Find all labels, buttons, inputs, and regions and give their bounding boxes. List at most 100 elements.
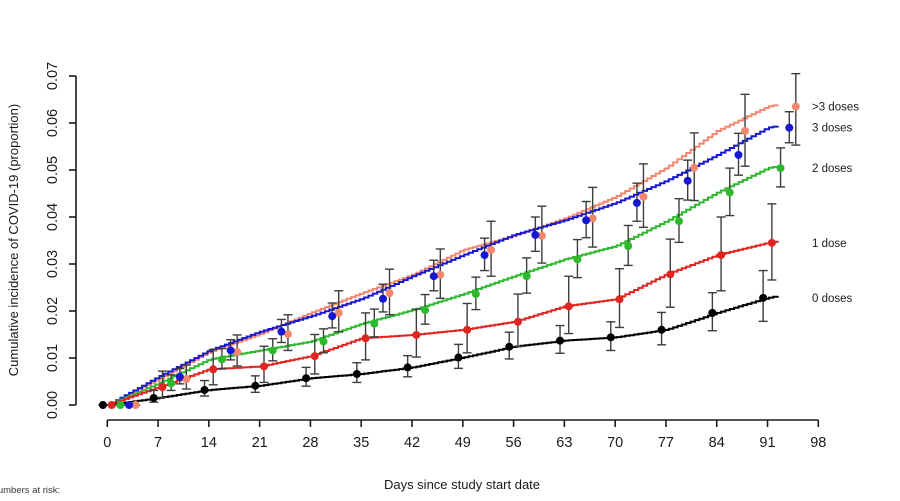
data-point-marker bbox=[487, 245, 496, 254]
x-tick-label: 98 bbox=[810, 435, 826, 451]
x-tick-label: 77 bbox=[658, 435, 674, 451]
x-tick-label: 84 bbox=[709, 435, 725, 451]
x-tick-label: 28 bbox=[302, 435, 318, 451]
data-point-marker bbox=[421, 306, 430, 315]
data-point-marker bbox=[125, 401, 134, 409]
data-point-marker bbox=[725, 188, 734, 197]
data-point-marker bbox=[556, 336, 565, 345]
data-point-marker bbox=[708, 308, 717, 317]
data-point-marker bbox=[310, 352, 319, 361]
x-tick-label: 0 bbox=[103, 435, 111, 451]
y-tick-label: 0.05 bbox=[45, 156, 61, 184]
data-point-marker bbox=[463, 325, 472, 334]
y-tick-label: 0.07 bbox=[45, 62, 61, 90]
data-point-marker bbox=[588, 214, 597, 223]
data-point-marker bbox=[690, 163, 699, 172]
data-point-marker bbox=[200, 385, 209, 394]
data-point-marker bbox=[378, 294, 387, 303]
x-tick-label: 7 bbox=[154, 435, 162, 451]
x-tick-label: 56 bbox=[506, 435, 522, 451]
data-point-marker bbox=[370, 319, 379, 328]
x-tick-label: 91 bbox=[759, 435, 775, 451]
data-point-marker bbox=[657, 325, 666, 334]
x-tick-label: 21 bbox=[252, 435, 268, 451]
data-point-marker bbox=[606, 333, 615, 342]
data-point-marker bbox=[116, 401, 125, 409]
data-point-marker bbox=[505, 342, 514, 351]
x-tick-label: 70 bbox=[607, 435, 623, 451]
data-point-marker bbox=[564, 302, 573, 311]
y-tick-label: 0.01 bbox=[45, 344, 61, 372]
data-point-marker bbox=[436, 270, 445, 279]
data-point-marker bbox=[352, 369, 361, 378]
data-point-marker bbox=[158, 383, 167, 392]
data-point-marker bbox=[412, 330, 421, 339]
data-point-marker bbox=[319, 337, 328, 346]
data-point-marker bbox=[522, 272, 531, 281]
data-point-marker bbox=[537, 231, 546, 240]
data-point-marker bbox=[513, 317, 522, 326]
legend-label-2-doses: 2 doses bbox=[812, 163, 853, 175]
data-point-marker bbox=[573, 255, 582, 264]
data-point-marker bbox=[666, 270, 675, 279]
numbers-at-risk-label: Numbers at risk: bbox=[0, 485, 61, 496]
x-tick-label: 35 bbox=[353, 435, 369, 451]
data-point-marker bbox=[683, 176, 692, 185]
data-point-marker bbox=[268, 346, 277, 355]
y-tick-label: 0.04 bbox=[45, 203, 61, 231]
data-point-marker bbox=[233, 347, 242, 356]
data-point-marker bbox=[277, 327, 286, 336]
data-point-marker bbox=[217, 355, 226, 364]
legend: >3 doses 3 doses 2 doses 1 dose 0 doses bbox=[812, 102, 859, 305]
data-point-marker bbox=[334, 308, 343, 317]
y-tick-label: 0.02 bbox=[45, 297, 61, 325]
y-tick-label: 0.00 bbox=[45, 391, 61, 419]
legend-label-1-dose: 1 dose bbox=[812, 238, 847, 250]
data-point-marker bbox=[639, 192, 648, 201]
series-curve-3-doses bbox=[107, 125, 779, 406]
data-point-marker bbox=[791, 102, 800, 111]
data-point-marker bbox=[632, 198, 641, 207]
data-point-marker bbox=[182, 375, 191, 384]
data-point-marker bbox=[175, 372, 184, 381]
data-point-marker bbox=[785, 123, 794, 132]
data-point-marker bbox=[226, 346, 235, 355]
data-point-marker bbox=[624, 242, 633, 251]
data-point-marker bbox=[674, 217, 683, 226]
series-curve-0-doses bbox=[107, 295, 779, 406]
data-point-marker bbox=[454, 353, 463, 362]
data-point-marker bbox=[531, 230, 540, 239]
y-axis-title: Cumulative incidence of COVID-19 (propor… bbox=[6, 104, 21, 376]
data-point-marker bbox=[741, 126, 750, 135]
data-point-marker bbox=[471, 290, 480, 299]
x-tick-label: 49 bbox=[455, 435, 471, 451]
y-tick-label: 0.03 bbox=[45, 250, 61, 278]
data-point-marker bbox=[734, 150, 743, 159]
x-tick-label: 14 bbox=[201, 435, 217, 451]
data-point-marker bbox=[328, 312, 337, 321]
legend-label-0-doses: 0 doses bbox=[812, 293, 853, 305]
series-markers bbox=[98, 102, 800, 409]
data-point-marker bbox=[767, 238, 776, 247]
data-point-marker bbox=[480, 251, 489, 260]
axes: 0 7 14 21 28 35 42 49 56 63 70 77 84 91 98 0.00 0.01 0.02… bbox=[6, 62, 826, 492]
data-point-marker bbox=[759, 293, 768, 302]
data-point-marker bbox=[167, 379, 176, 388]
data-point-marker bbox=[107, 401, 116, 409]
data-point-marker bbox=[251, 381, 260, 390]
data-point-marker bbox=[582, 216, 591, 225]
x-tick-label: 63 bbox=[556, 435, 572, 451]
x-tick-label: 42 bbox=[404, 435, 420, 451]
data-point-marker bbox=[615, 295, 624, 304]
data-point-marker bbox=[717, 251, 726, 260]
legend-label--3-doses: >3 doses bbox=[812, 102, 859, 114]
data-point-marker bbox=[385, 289, 394, 298]
data-point-marker bbox=[149, 393, 158, 402]
data-point-marker bbox=[98, 401, 107, 409]
data-point-marker bbox=[283, 330, 292, 339]
data-point-marker bbox=[260, 362, 269, 371]
data-point-marker bbox=[209, 365, 218, 374]
data-point-marker bbox=[776, 164, 785, 173]
